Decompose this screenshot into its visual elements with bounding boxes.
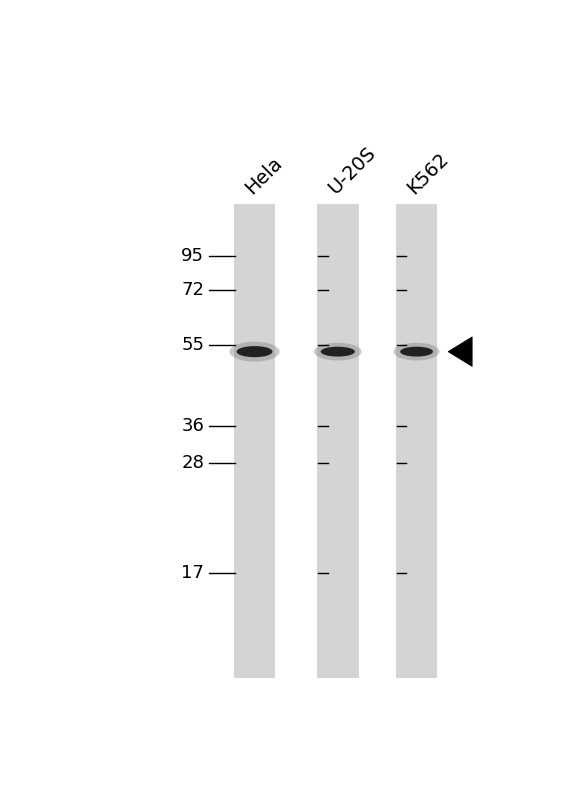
Bar — [234, 204, 275, 678]
Text: 17: 17 — [181, 565, 204, 582]
Ellipse shape — [229, 342, 280, 362]
Polygon shape — [448, 337, 472, 366]
Bar — [396, 204, 437, 678]
Ellipse shape — [400, 346, 433, 357]
Text: Hela: Hela — [241, 153, 285, 198]
Ellipse shape — [394, 342, 440, 361]
Bar — [317, 204, 359, 678]
Ellipse shape — [237, 346, 272, 357]
Text: K562: K562 — [403, 149, 452, 198]
Text: 72: 72 — [181, 281, 204, 299]
Text: 55: 55 — [181, 337, 204, 354]
Ellipse shape — [314, 342, 362, 361]
Text: 36: 36 — [181, 417, 204, 434]
Text: 28: 28 — [181, 454, 204, 471]
Ellipse shape — [321, 346, 355, 357]
Text: U-20S: U-20S — [324, 143, 379, 198]
Text: 95: 95 — [181, 247, 204, 265]
